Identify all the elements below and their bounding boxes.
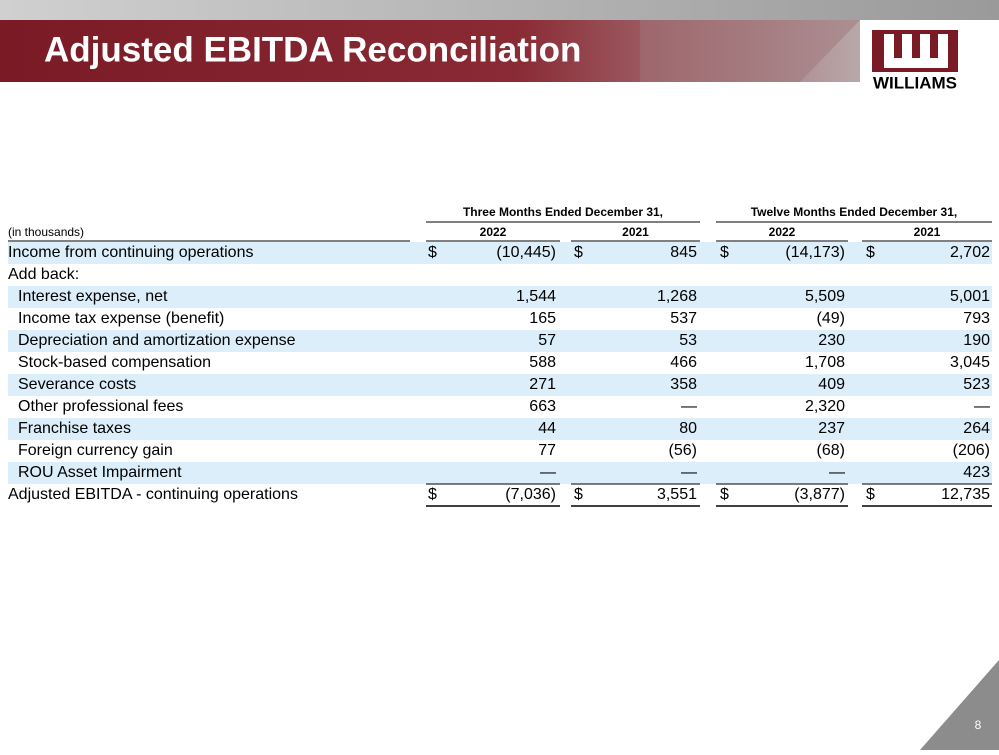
cell-value: — xyxy=(540,464,556,481)
cell-value: 1,268 xyxy=(657,288,697,305)
row-label: ROU Asset Impairment xyxy=(18,464,182,481)
cell-value: (10,445) xyxy=(496,244,556,261)
header-strip xyxy=(0,0,999,20)
row-label: Adjusted EBITDA - continuing operations xyxy=(8,486,298,503)
cell-value: 165 xyxy=(529,310,556,327)
cell-value: 57 xyxy=(538,332,556,349)
row-label: Stock-based compensation xyxy=(18,354,211,371)
cell-value: 237 xyxy=(818,420,845,437)
cell-value: — xyxy=(681,464,697,481)
cell-value: 1,544 xyxy=(516,288,556,305)
cell-value: — xyxy=(974,398,990,415)
row-label: Income tax expense (benefit) xyxy=(18,310,224,327)
row-label: Depreciation and amortization expense xyxy=(18,332,296,349)
row-label: Income from continuing operations xyxy=(8,244,253,261)
cell-value: 845 xyxy=(670,244,697,261)
cell-value: 358 xyxy=(670,376,697,393)
group-header: Three Months Ended December 31, xyxy=(463,205,663,219)
cell-value: 423 xyxy=(963,464,990,481)
row-label: Foreign currency gain xyxy=(18,442,173,459)
currency-symbol: $ xyxy=(720,486,729,503)
cell-value: 264 xyxy=(963,420,990,437)
cell-value: 230 xyxy=(818,332,845,349)
cell-value: — xyxy=(829,464,845,481)
row-band xyxy=(8,242,992,264)
slide-title: Adjusted EBITDA Reconciliation xyxy=(44,30,581,69)
cell-value: (56) xyxy=(669,442,697,459)
cell-value: 271 xyxy=(529,376,556,393)
currency-symbol: $ xyxy=(574,244,583,261)
cell-value: (7,036) xyxy=(505,486,556,503)
cell-value: (3,877) xyxy=(794,486,845,503)
row-band xyxy=(8,462,992,484)
building-image xyxy=(640,20,860,82)
cell-value: 80 xyxy=(679,420,697,437)
cell-value: (68) xyxy=(817,442,845,459)
cell-value: 537 xyxy=(670,310,697,327)
cell-value: 793 xyxy=(963,310,990,327)
cell-value: 2,320 xyxy=(805,398,845,415)
row-label: Franchise taxes xyxy=(18,420,131,437)
year-header: 2021 xyxy=(622,225,649,239)
cell-value: 466 xyxy=(670,354,697,371)
cell-value: 3,045 xyxy=(950,354,990,371)
cell-value: — xyxy=(681,398,697,415)
cell-value: 53 xyxy=(679,332,697,349)
row-band xyxy=(8,374,992,396)
cell-value: (14,173) xyxy=(785,244,845,261)
cell-value: 1,708 xyxy=(805,354,845,371)
cell-value: 77 xyxy=(538,442,556,459)
cell-value: 12,735 xyxy=(941,486,990,503)
row-band xyxy=(8,286,992,308)
year-header: 2022 xyxy=(480,225,507,239)
cell-value: 3,551 xyxy=(657,486,697,503)
row-label: Other professional fees xyxy=(18,398,183,415)
row-band xyxy=(8,330,992,352)
cell-value: 190 xyxy=(963,332,990,349)
cell-value: 2,702 xyxy=(950,244,990,261)
logo-text: WILLIAMS xyxy=(873,73,957,92)
page-number: 8 xyxy=(975,718,982,732)
currency-symbol: $ xyxy=(720,244,729,261)
row-label: Add back: xyxy=(8,266,79,283)
row-label: Severance costs xyxy=(18,376,136,393)
cell-value: 409 xyxy=(818,376,845,393)
cell-value: (206) xyxy=(953,442,990,459)
cell-value: 663 xyxy=(529,398,556,415)
corner-triangle xyxy=(920,660,999,750)
cell-value: 5,509 xyxy=(805,288,845,305)
cell-value: 588 xyxy=(529,354,556,371)
cell-value: 523 xyxy=(963,376,990,393)
currency-symbol: $ xyxy=(574,486,583,503)
group-header: Twelve Months Ended December 31, xyxy=(751,205,958,219)
cell-value: (49) xyxy=(817,310,845,327)
row-label: Interest expense, net xyxy=(18,288,168,305)
year-header: 2022 xyxy=(769,225,796,239)
currency-symbol: $ xyxy=(428,486,437,503)
currency-symbol: $ xyxy=(866,486,875,503)
logo: WILLIAMS xyxy=(872,30,958,92)
year-header: 2021 xyxy=(914,225,941,239)
unit-label: (in thousands) xyxy=(8,225,84,239)
cell-value: 44 xyxy=(538,420,556,437)
currency-symbol: $ xyxy=(866,244,875,261)
row-band xyxy=(8,418,992,440)
cell-value: 5,001 xyxy=(950,288,990,305)
currency-symbol: $ xyxy=(428,244,437,261)
